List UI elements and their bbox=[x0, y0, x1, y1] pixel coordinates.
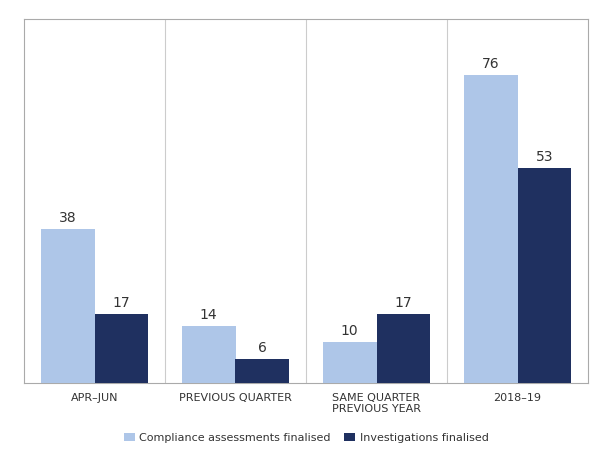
Text: 6: 6 bbox=[258, 340, 267, 354]
Bar bbox=[377, 314, 430, 383]
Text: 53: 53 bbox=[536, 150, 553, 164]
Text: 17: 17 bbox=[394, 296, 412, 310]
Text: 17: 17 bbox=[112, 296, 130, 310]
Bar bbox=[41, 229, 95, 383]
Bar bbox=[323, 342, 377, 383]
Bar bbox=[464, 75, 517, 383]
Legend: Compliance assessments finalised, Investigations finalised: Compliance assessments finalised, Invest… bbox=[124, 433, 488, 443]
Text: 38: 38 bbox=[59, 211, 77, 225]
Bar bbox=[95, 314, 148, 383]
Bar bbox=[235, 359, 289, 383]
Bar bbox=[517, 169, 571, 383]
Text: 76: 76 bbox=[482, 57, 500, 71]
Text: 14: 14 bbox=[200, 308, 218, 322]
Text: 10: 10 bbox=[341, 325, 359, 339]
Bar bbox=[182, 326, 235, 383]
